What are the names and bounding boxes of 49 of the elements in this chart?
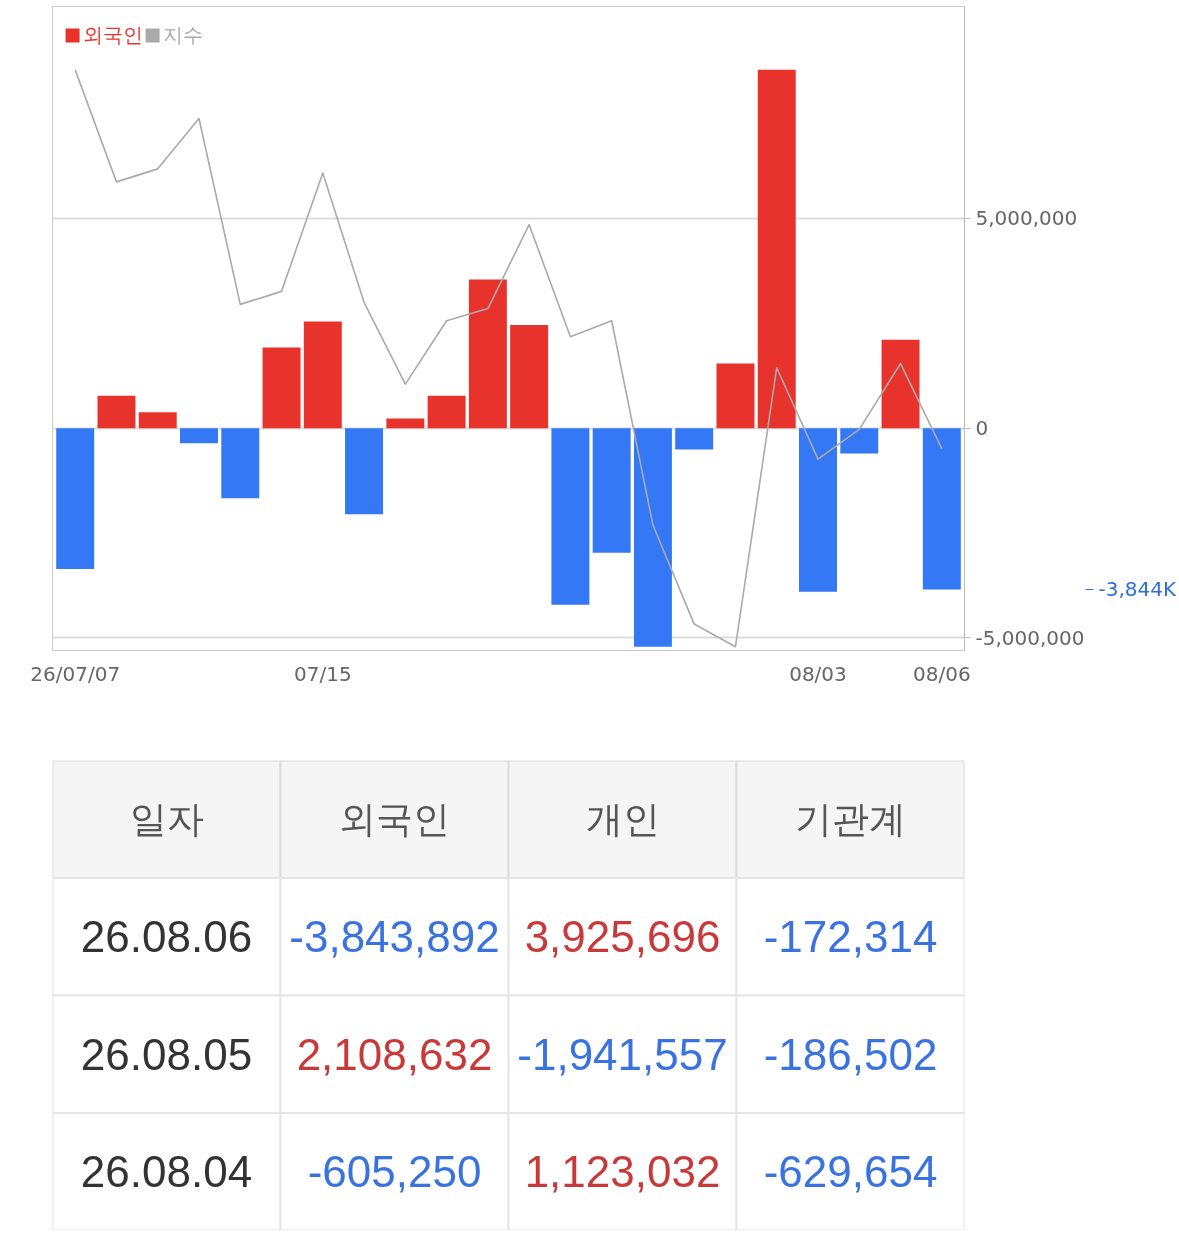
bar [799, 428, 837, 592]
bar [138, 412, 177, 429]
text: 3,925,696 [524, 912, 721, 962]
bar [592, 428, 631, 553]
bar [56, 428, 95, 570]
x-tick-label: 07/15 [293, 661, 352, 686]
text: -1,941,557 [517, 1029, 728, 1079]
x-tick-label: 08/03 [789, 661, 847, 686]
text: 26.08.04 [80, 1147, 253, 1197]
bar [386, 418, 425, 429]
line-series [74, 69, 943, 648]
text: -605,250 [307, 1147, 482, 1197]
bar [262, 347, 301, 429]
category-label: 개인 [585, 798, 660, 841]
text: -3,843,892 [289, 912, 500, 962]
bar [221, 428, 260, 499]
bar [97, 395, 136, 429]
bar [840, 428, 879, 454]
category-label: 외국인 [339, 798, 450, 841]
text: 26.08.05 [80, 1029, 253, 1079]
legend-label: 지수 [162, 23, 203, 48]
bar [180, 428, 218, 444]
y-tick-label: 5,000,000 [975, 206, 1078, 231]
bar [551, 428, 590, 605]
bar [633, 428, 672, 647]
y-tick-label: 0 [975, 416, 989, 441]
bar [468, 279, 507, 429]
text: 26.08.06 [80, 912, 253, 962]
bar [675, 428, 714, 450]
text: -186,502 [763, 1029, 938, 1079]
bar [716, 363, 755, 429]
text: 2,108,632 [296, 1029, 493, 1079]
legend-label: 외국인 [82, 23, 143, 48]
category-label: 일자 [129, 798, 204, 841]
text: -3,844K [1098, 577, 1177, 602]
bar [881, 339, 920, 429]
y-tick-label: -5,000,000 [975, 625, 1085, 650]
category-label: 기관계 [795, 798, 906, 841]
bar [427, 395, 466, 429]
x-tick-label: 26/07/07 [30, 661, 121, 686]
bar [510, 324, 549, 429]
bar [345, 428, 384, 515]
bar [757, 69, 796, 429]
text: 1,123,032 [524, 1147, 721, 1197]
bar [303, 321, 342, 429]
text: -172,314 [763, 912, 938, 962]
text: -629,654 [763, 1147, 938, 1197]
bar [922, 428, 961, 590]
x-tick-label: 08/06 [912, 661, 971, 686]
